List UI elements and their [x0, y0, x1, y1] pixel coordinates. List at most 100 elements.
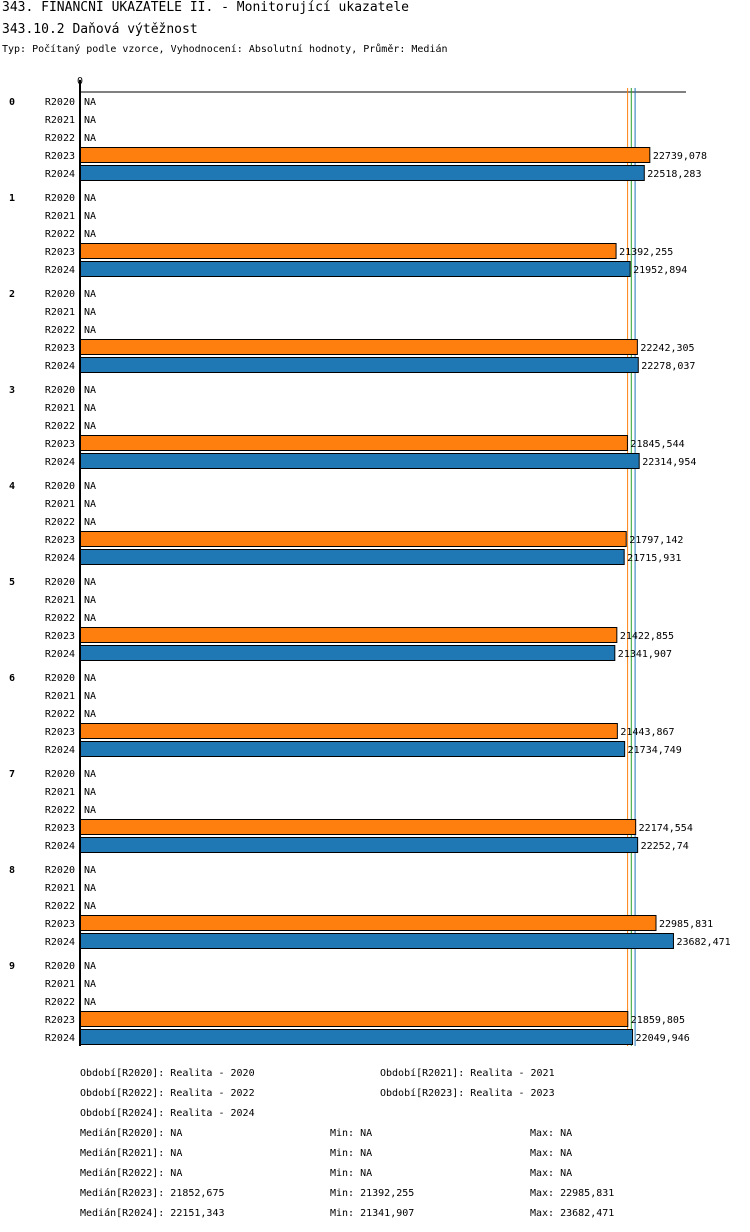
legend-period-r2021: Období[R2021]: Realita - 2021: [380, 1068, 555, 1079]
na-label: NA: [84, 613, 96, 624]
na-label: NA: [84, 229, 96, 240]
period-label: R2024: [45, 169, 75, 180]
bar-r2023: [79, 819, 637, 835]
period-label: R2021: [45, 691, 75, 702]
na-label: NA: [84, 115, 96, 126]
period-label: R2023: [45, 919, 75, 930]
group-label: 9: [9, 961, 15, 972]
period-label: R2022: [45, 709, 75, 720]
period-label: R2024: [45, 361, 75, 372]
period-label: R2022: [45, 901, 75, 912]
bar-value-label: 21859,805: [631, 1015, 685, 1026]
bar-r2023: [79, 435, 628, 451]
bar-r2023: [79, 147, 651, 163]
na-label: NA: [84, 307, 96, 318]
period-label: R2020: [45, 769, 75, 780]
bar-value-label: 22049,946: [636, 1033, 690, 1044]
stat-min-r2021: Min: NA: [330, 1148, 373, 1159]
period-label: R2020: [45, 97, 75, 108]
period-label: R2020: [45, 385, 75, 396]
bar-value-label: 21341,907: [618, 649, 672, 660]
period-label: R2023: [45, 631, 75, 642]
stat-min-r2024: Min: 21341,907: [330, 1208, 415, 1219]
period-label: R2022: [45, 325, 75, 336]
period-label: R2023: [45, 823, 75, 834]
period-label: R2024: [45, 745, 75, 756]
na-label: NA: [84, 325, 96, 336]
bar-r2024: [79, 357, 639, 373]
period-label: R2020: [45, 481, 75, 492]
period-label: R2022: [45, 517, 75, 528]
group-label: 0: [9, 97, 15, 108]
stat-max-r2021: Max: NA: [530, 1148, 573, 1159]
bar-r2024: [79, 261, 631, 277]
period-label: R2021: [45, 979, 75, 990]
bar-value-label: 22242,305: [640, 343, 694, 354]
na-label: NA: [84, 481, 96, 492]
period-label: R2022: [45, 229, 75, 240]
period-label: R2024: [45, 1033, 75, 1044]
bar-value-label: 22739,078: [653, 151, 707, 162]
na-label: NA: [84, 769, 96, 780]
period-label: R2024: [45, 937, 75, 948]
period-label: R2022: [45, 133, 75, 144]
legend-period-r2022: Období[R2022]: Realita - 2022: [80, 1088, 255, 1099]
period-label: R2022: [45, 805, 75, 816]
bar-r2024: [79, 453, 640, 469]
period-label: R2024: [45, 841, 75, 852]
bar-value-label: 21797,142: [629, 535, 683, 546]
bar-value-label: 23682,471: [676, 937, 730, 948]
na-label: NA: [84, 595, 96, 606]
stat-min-r2023: Min: 21392,255: [330, 1188, 415, 1199]
bar-r2023: [79, 339, 638, 355]
chart-subtitle: 343.10.2 Daňová výtěžnost: [2, 22, 198, 37]
na-label: NA: [84, 289, 96, 300]
stat-median-r2020: Medián[R2020]: NA: [80, 1128, 183, 1139]
stat-median-r2024: Medián[R2024]: 22151,343: [80, 1208, 225, 1219]
bar-value-label: 21392,255: [619, 247, 673, 258]
na-label: NA: [84, 997, 96, 1008]
stat-min-r2022: Min: NA: [330, 1168, 373, 1179]
period-label: R2023: [45, 535, 75, 546]
na-label: NA: [84, 97, 96, 108]
period-label: R2020: [45, 865, 75, 876]
bar-value-label: 21952,894: [633, 265, 687, 276]
legend-period-r2023: Období[R2023]: Realita - 2023: [380, 1088, 555, 1099]
na-label: NA: [84, 883, 96, 894]
na-label: NA: [84, 385, 96, 396]
na-label: NA: [84, 133, 96, 144]
stat-max-r2024: Max: 23682,471: [530, 1208, 615, 1219]
period-label: R2024: [45, 649, 75, 660]
bar-chart: 00R2020NAR2021NAR2022NAR202322739,078R20…: [9, 76, 731, 1046]
na-label: NA: [84, 865, 96, 876]
group-label: 6: [9, 673, 15, 684]
na-label: NA: [84, 961, 96, 972]
period-label: R2022: [45, 613, 75, 624]
chart-type-line: Typ: Počítaný podle vzorce, Vyhodnocení:…: [2, 44, 448, 55]
na-label: NA: [84, 403, 96, 414]
period-label: R2021: [45, 787, 75, 798]
period-label: R2021: [45, 307, 75, 318]
na-label: NA: [84, 673, 96, 684]
bar-value-label: 22518,283: [647, 169, 701, 180]
period-label: R2021: [45, 115, 75, 126]
group-label: 8: [9, 865, 15, 876]
stat-median-r2023: Medián[R2023]: 21852,675: [80, 1188, 225, 1199]
stat-max-r2022: Max: NA: [530, 1168, 573, 1179]
period-label: R2023: [45, 343, 75, 354]
period-label: R2021: [45, 883, 75, 894]
legend-period-r2024: Období[R2024]: Realita - 2024: [80, 1108, 255, 1119]
na-label: NA: [84, 517, 96, 528]
group-label: 3: [9, 385, 15, 396]
bar-value-label: 21734,749: [628, 745, 682, 756]
bar-r2024: [79, 837, 639, 853]
bar-r2024: [79, 741, 626, 757]
period-label: R2024: [45, 457, 75, 468]
bar-r2023: [79, 723, 618, 739]
period-label: R2020: [45, 193, 75, 204]
period-label: R2020: [45, 961, 75, 972]
na-label: NA: [84, 577, 96, 588]
period-label: R2022: [45, 421, 75, 432]
period-label: R2021: [45, 211, 75, 222]
bar-value-label: 22252,74: [641, 841, 689, 852]
